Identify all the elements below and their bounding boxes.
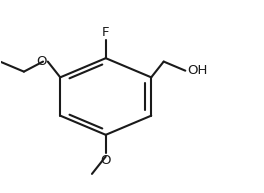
Text: O: O <box>101 154 111 167</box>
Text: F: F <box>102 26 110 39</box>
Text: O: O <box>36 55 46 68</box>
Text: OH: OH <box>187 64 208 77</box>
